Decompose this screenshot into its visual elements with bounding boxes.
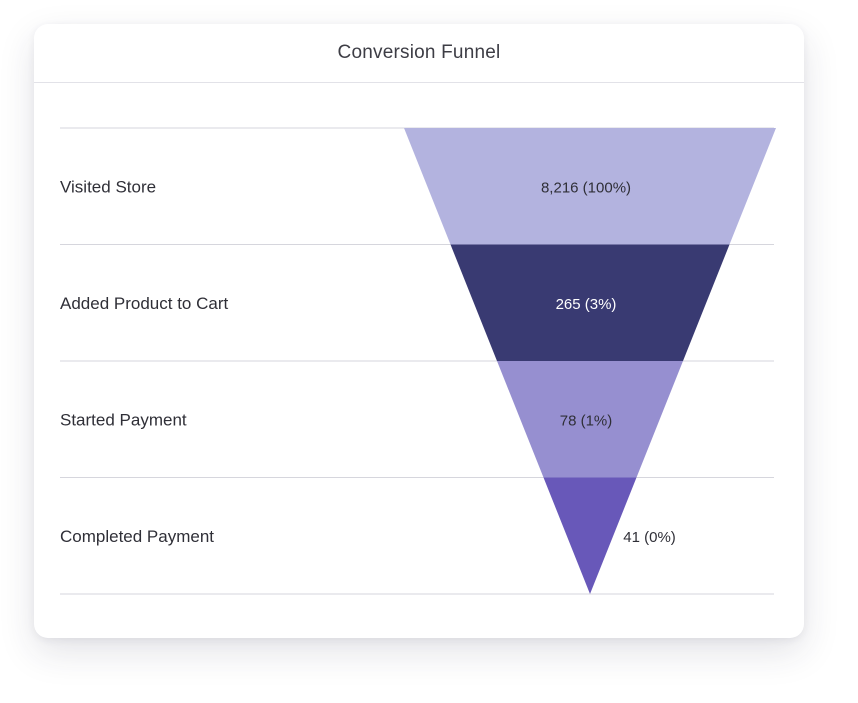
stage-label: Completed Payment: [60, 527, 214, 546]
funnel-segment: [497, 361, 683, 478]
card-header: Conversion Funnel: [34, 24, 804, 83]
funnel-segment: [543, 477, 637, 594]
funnel-card: Conversion Funnel Visited Store 8,216 (10…: [34, 24, 804, 638]
value-label: 265 (3%): [556, 296, 617, 313]
stage-label: Added Product to Cart: [60, 294, 228, 313]
stage-label: Started Payment: [60, 410, 187, 429]
value-label: 78 (1%): [560, 412, 613, 429]
value-label: 8,216 (100%): [541, 179, 631, 196]
funnel-segment: [450, 244, 730, 361]
chart-title: Conversion Funnel: [337, 42, 501, 63]
funnel-segment: [404, 128, 776, 245]
funnel-chart: Visited Store 8,216 (100%) Added Product t…: [60, 127, 776, 595]
stage-label: Visited Store: [60, 177, 156, 196]
value-label: 41 (0%): [623, 529, 676, 546]
